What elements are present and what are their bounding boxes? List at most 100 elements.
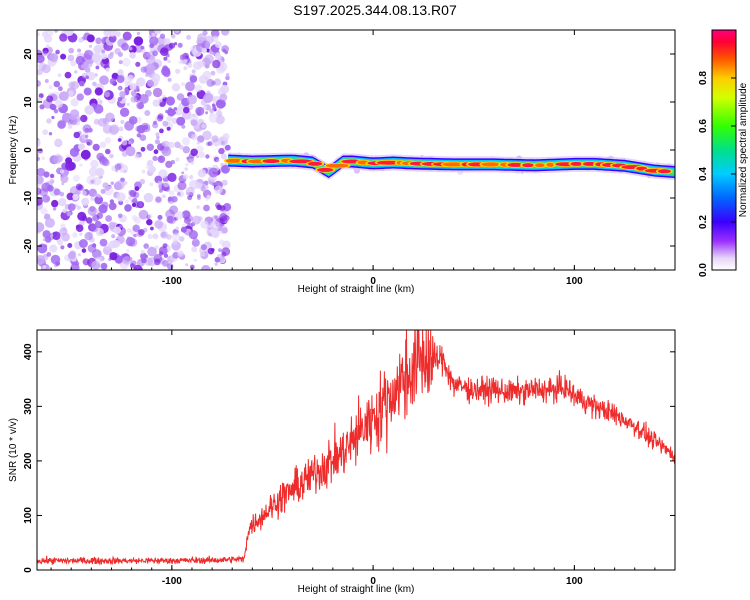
noise-blob xyxy=(204,54,214,64)
noise-blob xyxy=(138,229,145,236)
snr-x-tick-label: 0 xyxy=(370,576,376,587)
noise-blob xyxy=(177,42,183,48)
noise-blob xyxy=(42,50,48,56)
ridge-hotspot-core xyxy=(442,162,465,167)
noise-blob xyxy=(59,191,65,197)
noise-blob xyxy=(138,209,149,220)
snr-x-tick-label: 100 xyxy=(566,576,583,587)
snr-series-line xyxy=(37,330,675,566)
noise-blob xyxy=(77,253,81,257)
noise-blob xyxy=(68,251,76,260)
noise-blob xyxy=(214,52,222,59)
noise-blob xyxy=(61,182,65,186)
noise-blob xyxy=(138,94,149,104)
noise-blob xyxy=(44,79,49,83)
noise-blob xyxy=(135,82,140,87)
noise-blob xyxy=(37,32,40,37)
noise-blob xyxy=(95,167,105,177)
noise-blob xyxy=(60,223,66,229)
noise-blob xyxy=(126,102,130,106)
noise-blob xyxy=(108,202,117,211)
spectrogram-y-axis-label: Frequency (Hz) xyxy=(8,116,19,185)
noise-blob xyxy=(165,96,175,106)
colorbar-label: Normalized spectral amplitude xyxy=(738,82,749,217)
snr-x-tick-label: -100 xyxy=(162,576,182,587)
noise-blob xyxy=(46,95,54,103)
noise-blob xyxy=(119,107,130,118)
snr-x-axis-label: Height of straight line (km) xyxy=(298,584,415,595)
noise-blob xyxy=(86,34,95,43)
snr-y-axis-label: SNR (10 * v/v) xyxy=(8,418,19,482)
snr-y-tick-label: 300 xyxy=(23,398,34,415)
noise-blob xyxy=(145,73,149,77)
noise-blob xyxy=(58,86,63,92)
noise-blob xyxy=(133,216,141,224)
spec-x-tick-label: -100 xyxy=(162,276,182,287)
noise-blob xyxy=(195,106,205,116)
noise-blob xyxy=(149,43,155,48)
noise-blob xyxy=(217,108,221,112)
colorbar-gradient xyxy=(712,30,736,270)
noise-blob xyxy=(49,173,55,179)
noise-blob xyxy=(172,239,178,245)
noise-blob xyxy=(152,99,160,107)
noise-blob xyxy=(122,256,132,265)
noise-blob xyxy=(42,265,47,269)
noise-blob xyxy=(218,248,222,253)
noise-blob xyxy=(108,240,117,249)
noise-blob xyxy=(221,30,230,36)
noise-blob xyxy=(42,230,51,239)
chart-title: S197.2025.344.08.13.R07 xyxy=(293,2,457,18)
noise-blob xyxy=(126,228,132,233)
noise-blob xyxy=(125,236,136,247)
noise-blob xyxy=(110,181,115,185)
noise-blob xyxy=(129,189,137,198)
noise-blob xyxy=(75,183,83,191)
noise-blob xyxy=(83,62,87,66)
noise-blob xyxy=(175,157,180,162)
noise-blob xyxy=(221,164,230,174)
noise-blob xyxy=(203,184,207,188)
noise-blob xyxy=(53,109,59,114)
noise-blob xyxy=(55,261,60,266)
noise-blob xyxy=(98,204,108,214)
noise-blob xyxy=(79,80,85,87)
noise-blob xyxy=(180,226,187,233)
noise-blob xyxy=(126,249,130,253)
noise-blob xyxy=(166,126,171,131)
noise-blob xyxy=(189,264,195,270)
noise-blob xyxy=(37,255,45,265)
noise-blob xyxy=(205,154,210,159)
noise-blob xyxy=(134,186,140,192)
noise-blob xyxy=(193,258,197,262)
noise-blob xyxy=(222,48,226,53)
noise-blob xyxy=(225,75,230,81)
noise-blob xyxy=(55,49,60,55)
noise-blob xyxy=(127,74,134,81)
noise-blob xyxy=(99,230,104,235)
noise-blob xyxy=(221,179,228,186)
noise-blob xyxy=(146,143,154,151)
noise-blob xyxy=(80,149,91,160)
noise-blob xyxy=(200,251,206,257)
noise-blob xyxy=(117,213,123,219)
noise-blob xyxy=(211,80,216,86)
noise-blob xyxy=(185,163,189,167)
noise-blob xyxy=(72,174,80,182)
noise-blob xyxy=(79,232,83,236)
noise-blob xyxy=(121,253,125,257)
snr-y-tick-label: 0 xyxy=(23,567,34,573)
noise-blob xyxy=(140,66,147,73)
noise-blob xyxy=(94,195,104,205)
spectrogram-ridge xyxy=(223,152,675,181)
noise-blob xyxy=(221,227,228,234)
noise-blob xyxy=(56,155,64,163)
noise-blob xyxy=(162,120,169,127)
noise-blob xyxy=(208,167,219,178)
noise-blob xyxy=(96,97,102,103)
noise-blob xyxy=(147,213,153,219)
noise-blob xyxy=(129,83,137,91)
noise-blob xyxy=(121,93,125,97)
noise-blob xyxy=(76,205,82,210)
